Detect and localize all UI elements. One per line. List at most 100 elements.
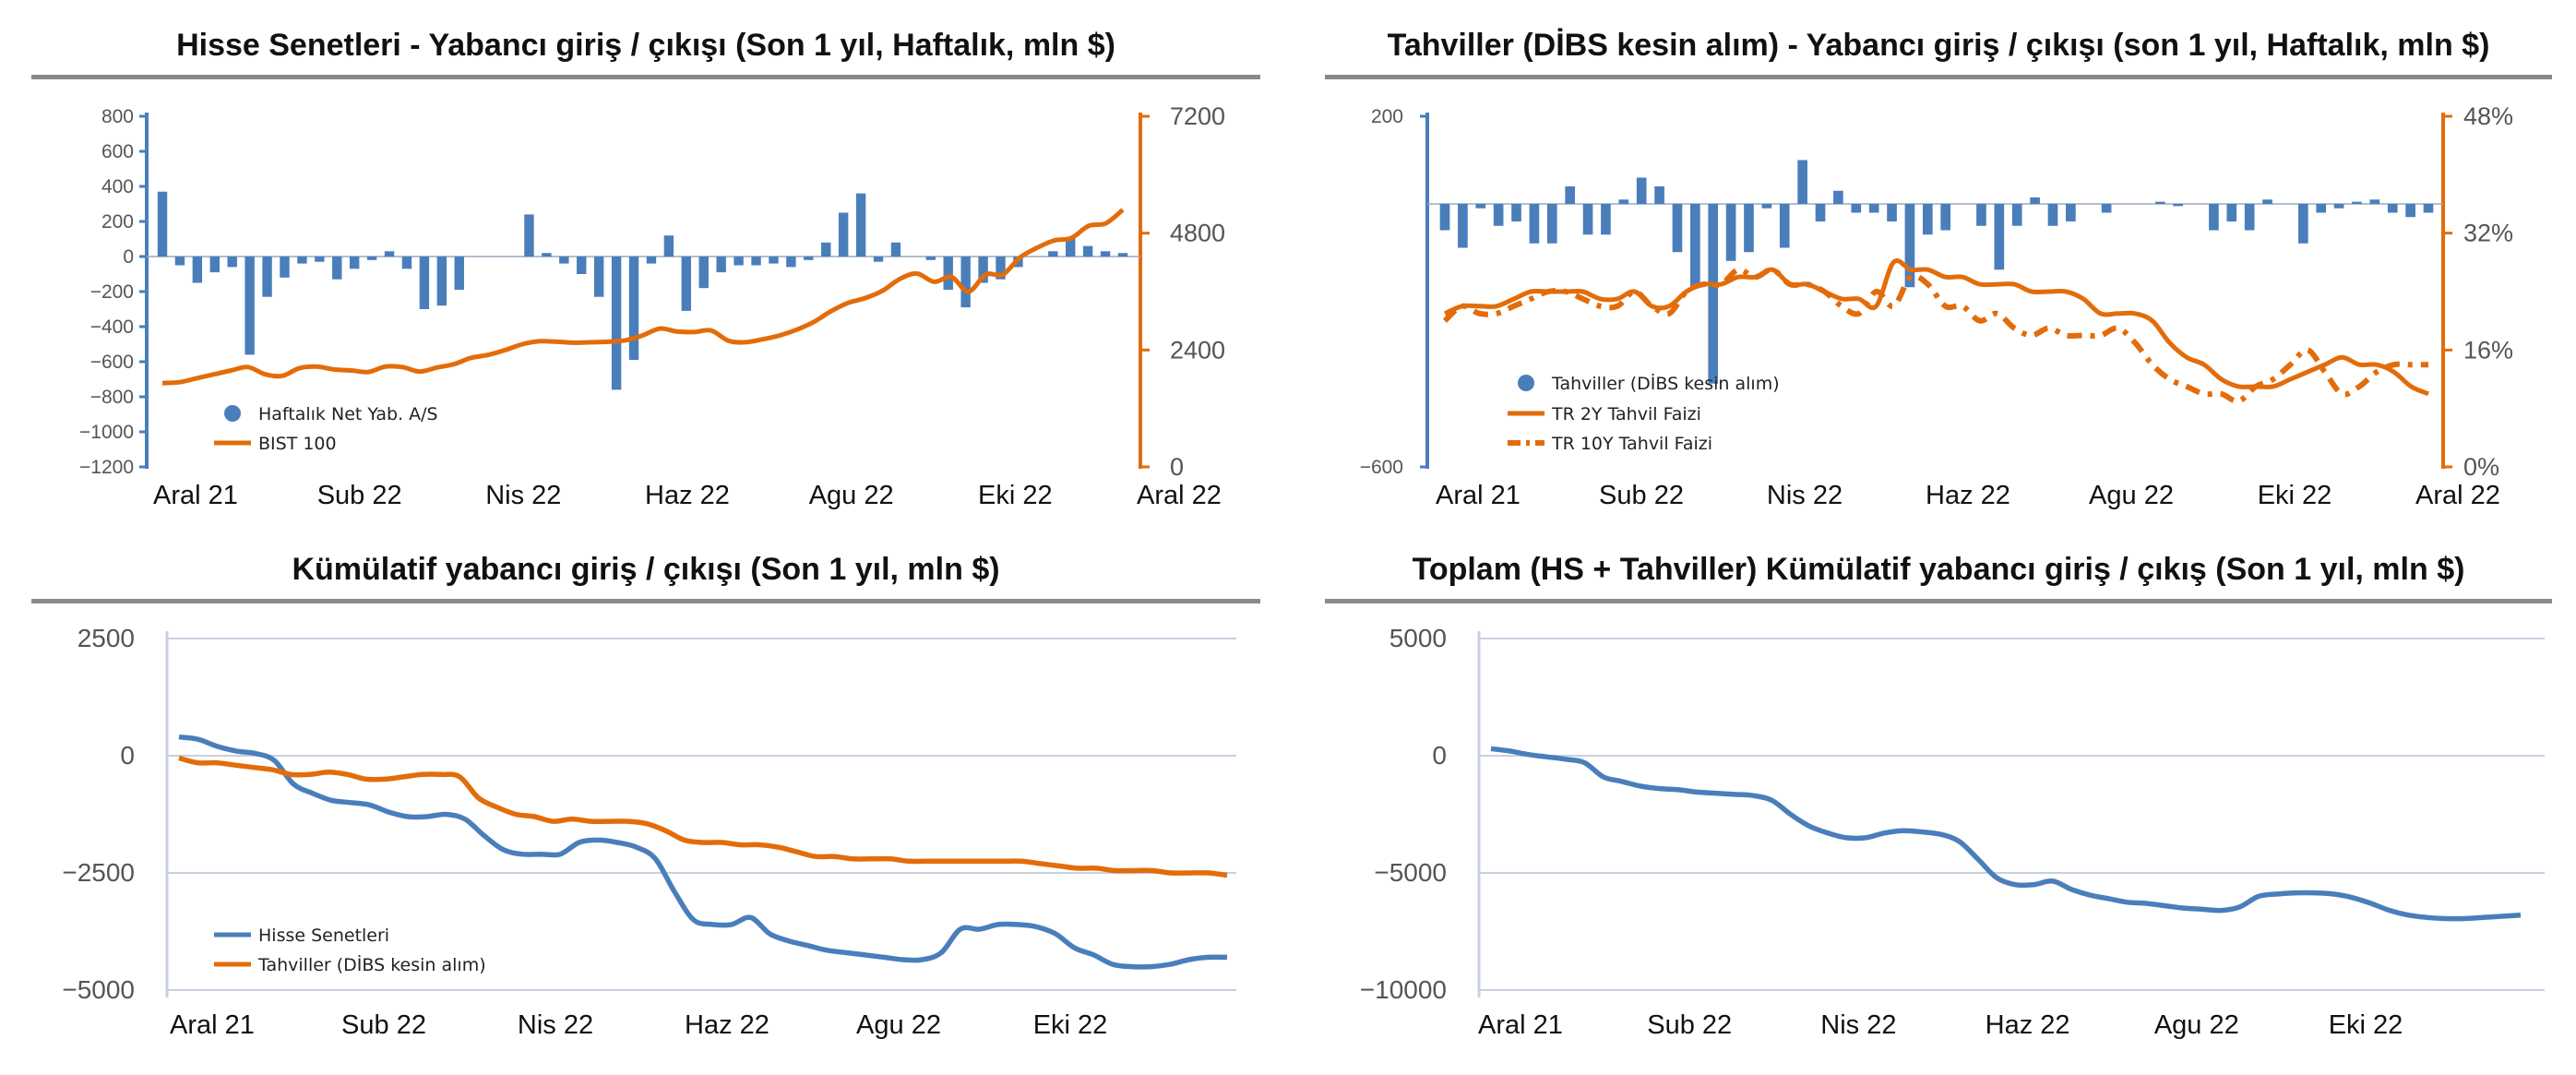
legend-label: Tahviller (DİBS kesin alım) — [257, 954, 486, 975]
bar — [2316, 204, 2327, 213]
bar — [1690, 204, 1700, 288]
bar — [628, 257, 639, 361]
bar — [1601, 204, 1611, 235]
x-tick-label: Sub 22 — [1647, 1010, 1732, 1040]
bar — [559, 257, 569, 264]
bar — [349, 257, 360, 269]
bar — [611, 257, 622, 390]
y-tick-label: −10000 — [1360, 975, 1447, 1004]
title-rule — [1325, 75, 2552, 79]
bar — [315, 257, 325, 262]
left-axis-tick-label: −400 — [90, 317, 134, 338]
bar — [2173, 204, 2183, 207]
bar — [1117, 253, 1128, 257]
bar — [419, 257, 430, 309]
bar — [401, 257, 412, 269]
y-tick-label: 0 — [1432, 741, 1447, 770]
bar — [209, 257, 220, 273]
bar — [1833, 190, 1843, 204]
bar — [1976, 204, 1986, 226]
bist100-line — [161, 208, 1125, 386]
bar — [366, 257, 377, 260]
bar — [1868, 204, 1879, 213]
x-tick-label: Nis 22 — [1820, 1010, 1896, 1040]
left-axis-tick-label: 200 — [101, 211, 134, 233]
chart-panel-bonds-weekly: Tahviller (DİBS kesin alım) - Yabancı gi… — [1325, 28, 2552, 510]
bar — [2030, 197, 2040, 204]
y-tick-label: 2500 — [78, 624, 135, 652]
left-axis-tick-label: 200 — [1371, 106, 1403, 127]
equity-cumulative-line — [1490, 746, 2522, 922]
bar — [873, 257, 884, 262]
bar — [262, 257, 272, 297]
bar — [1904, 204, 1915, 288]
x-tick-label: Agu 22 — [2089, 481, 2174, 510]
bar — [681, 257, 692, 311]
bar — [1048, 251, 1058, 257]
chart-title: Toplam (HS + Tahviller) Kümülatif yabanc… — [1412, 552, 2465, 587]
bar — [716, 257, 726, 273]
y-tick-label: −5000 — [62, 975, 135, 1004]
x-tick-label: Agu 22 — [2154, 1010, 2239, 1040]
bar — [1851, 204, 1862, 213]
bar — [2369, 199, 2380, 204]
x-tick-label: Haz 22 — [685, 1010, 769, 1040]
left-axis-tick-label: 400 — [101, 176, 134, 197]
bar — [1511, 204, 1521, 221]
bar — [1797, 160, 1807, 204]
bar — [1439, 204, 1450, 231]
x-tick-label: Aral 22 — [1137, 481, 1222, 510]
x-tick-label: Aral 21 — [170, 1010, 255, 1040]
bar — [1100, 251, 1111, 257]
bar — [1582, 204, 1593, 235]
bar — [1529, 204, 1540, 244]
x-tick-label: Sub 22 — [341, 1010, 426, 1040]
x-tick-label: Aral 21 — [1478, 1010, 1563, 1040]
x-tick-label: Nis 22 — [1767, 481, 1843, 510]
bar — [978, 257, 988, 283]
bar — [1493, 204, 1504, 226]
chart-title: Hisse Senetleri - Yabancı giriş / çıkışı… — [176, 28, 1115, 63]
left-axis-tick-label: −600 — [90, 352, 134, 373]
bar — [297, 257, 307, 264]
tr10y-yield-line — [1442, 267, 2428, 404]
bar — [454, 257, 464, 291]
legend-label: Hisse Senetleri — [258, 926, 389, 946]
bar — [733, 257, 744, 266]
bar — [925, 257, 936, 260]
x-tick-label: Eki 22 — [1033, 1010, 1108, 1040]
bar — [1779, 204, 1790, 248]
bar — [192, 257, 203, 283]
left-axis-tick-label: −1200 — [79, 457, 134, 478]
bar — [2047, 204, 2058, 226]
bar — [1458, 204, 1468, 248]
bar — [769, 257, 779, 264]
left-axis-tick-label: 600 — [101, 141, 134, 162]
left-axis-tick-label: 800 — [101, 106, 134, 127]
bar — [1725, 204, 1736, 261]
title-rule — [31, 75, 1260, 79]
bar — [1708, 204, 1719, 384]
chart-title: Kümülatif yabancı giriş / çıkışı (Son 1 … — [292, 552, 1000, 587]
bar — [2011, 204, 2022, 226]
left-axis-tick-label: 0 — [123, 246, 134, 268]
bond-cumulative-line — [178, 755, 1228, 878]
bar — [960, 257, 971, 308]
bar — [157, 191, 168, 257]
x-tick-label: Aral 21 — [1436, 481, 1521, 510]
bar — [1994, 204, 2005, 270]
bar — [227, 257, 237, 268]
x-tick-label: Sub 22 — [317, 481, 402, 510]
x-tick-label: Nis 22 — [518, 1010, 593, 1040]
x-tick-label: Eki 22 — [2329, 1010, 2403, 1040]
bar — [2405, 204, 2415, 218]
right-axis-tick-label: 16% — [2463, 336, 2513, 364]
y-tick-label: −2500 — [62, 858, 135, 887]
bar — [1940, 204, 1951, 231]
y-tick-label: 0 — [120, 741, 135, 770]
bar — [1654, 186, 1664, 204]
right-axis-tick-label: 32% — [2463, 220, 2513, 247]
bar — [593, 257, 604, 297]
bar — [1815, 204, 1826, 221]
bar — [943, 257, 953, 291]
